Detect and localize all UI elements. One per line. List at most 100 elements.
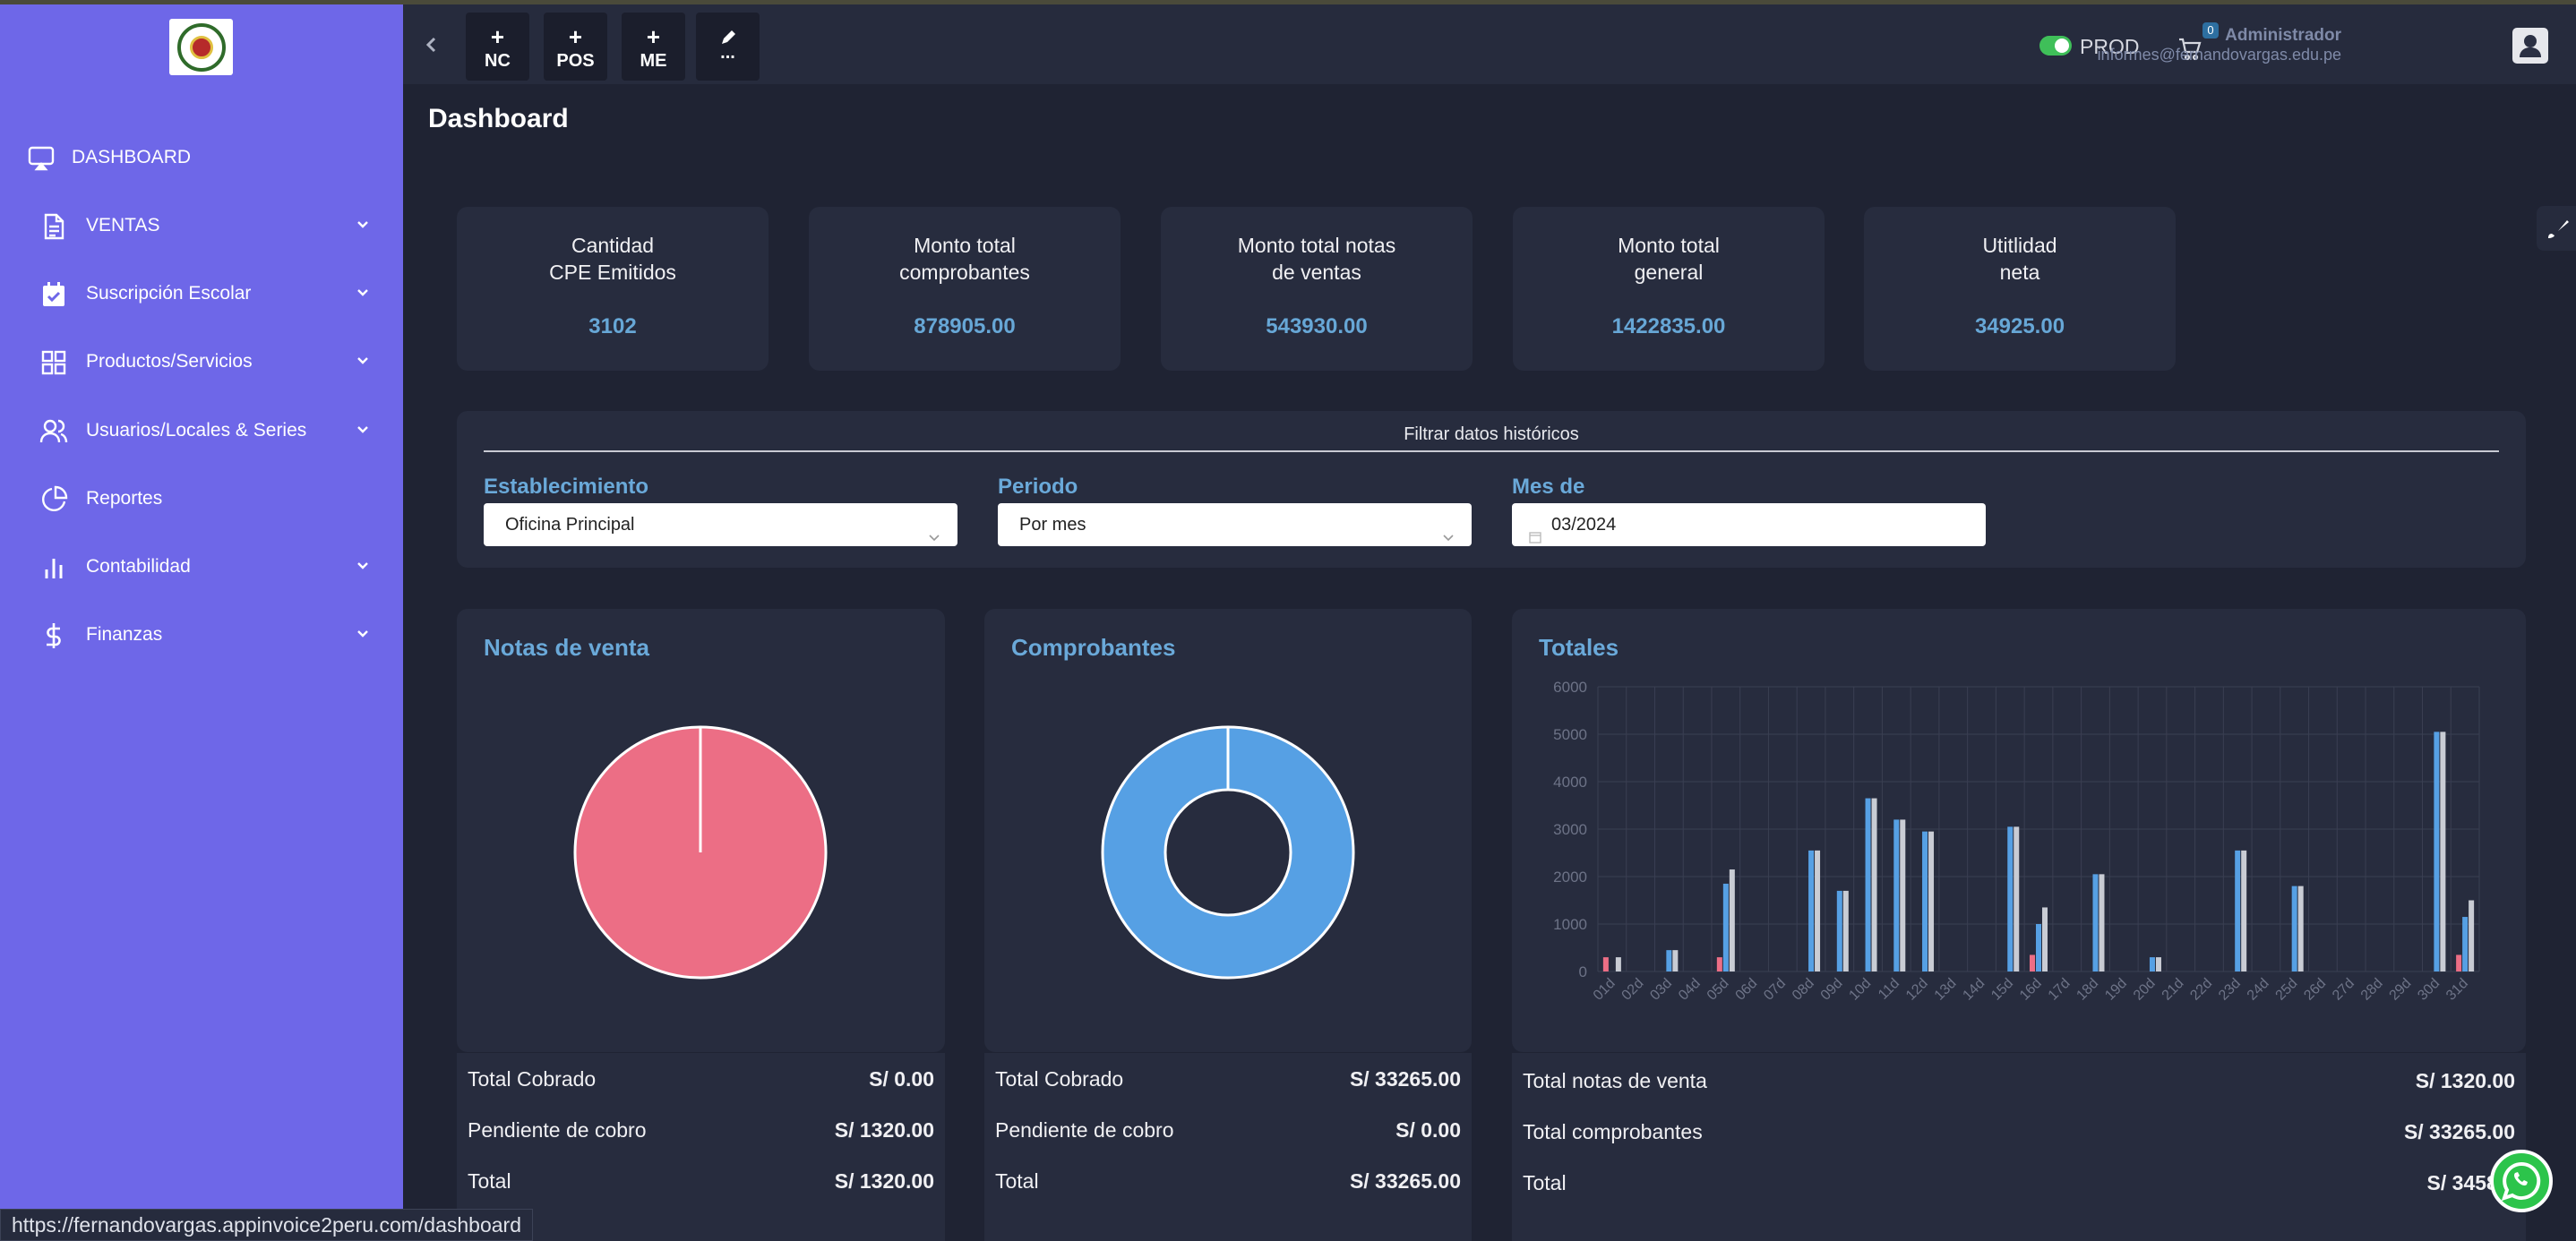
sidebar-item-ventas[interactable]: VENTAS (0, 199, 403, 252)
x-tick-label: 15d (1988, 976, 2016, 1004)
x-tick-label: 17d (2046, 976, 2074, 1004)
button-label: POS (556, 51, 595, 71)
summary-row: Total S/ 33265.00 (984, 1155, 1472, 1205)
button-label: ME (640, 51, 667, 71)
bar (2030, 954, 2035, 971)
x-tick-label: 14d (1960, 976, 1988, 1004)
bar (2099, 874, 2105, 971)
stat-value: 34925.00 (1974, 314, 2065, 338)
notas-venta-pie-chart (573, 725, 828, 980)
panel-title: Notas de venta (484, 634, 649, 661)
sidebar-item-suscripcion[interactable]: Suscripción Escolar (0, 267, 403, 321)
periodo-label: Periodo (998, 475, 1078, 499)
summary-row: Total S/ 34585. (1512, 1157, 2526, 1207)
chevron-down-icon (355, 558, 371, 574)
new-me-button[interactable]: + ME (622, 13, 685, 81)
stat-label-line2: neta (1999, 261, 2040, 284)
stat-label-line2: general (1634, 261, 1704, 284)
x-tick-label: 31d (2443, 976, 2471, 1004)
x-tick-label: 04d (1676, 976, 1704, 1004)
bar (1900, 819, 1906, 971)
sidebar-item-reportes[interactable]: Reportes (0, 472, 403, 526)
bar (2155, 957, 2161, 971)
brush-icon (2548, 220, 2569, 238)
stat-label-line1: Monto total notas (1237, 234, 1396, 257)
summary-label: Total Cobrado (468, 1067, 597, 1091)
stat-card-utilidad-neta: Utitlidad neta 34925.00 (1864, 207, 2176, 371)
theme-settings-button[interactable] (2537, 206, 2576, 251)
sidebar-item-productos[interactable]: Productos/Servicios (0, 335, 403, 389)
x-tick-label: 01d (1591, 976, 1619, 1004)
x-tick-label: 22d (2187, 976, 2215, 1004)
new-pos-button[interactable]: + POS (544, 13, 607, 81)
establecimiento-select[interactable]: Oficina Principal (484, 503, 957, 546)
chevron-left-icon[interactable] (421, 31, 442, 58)
summary-value: S/ 1320.00 (834, 1118, 934, 1142)
sidebar: DASHBOARD VENTAS Suscripción Escolar Pro… (0, 4, 403, 1241)
summary-value: S/ 0.00 (1395, 1118, 1461, 1142)
summary-label: Total notas de venta (1523, 1069, 1707, 1092)
x-tick-label: 27d (2330, 976, 2357, 1004)
users-icon (39, 417, 68, 446)
environment-toggle[interactable] (2039, 36, 2072, 56)
summary-row: Total notas de venta S/ 1320.00 (1512, 1055, 2526, 1105)
user-avatar[interactable] (2512, 28, 2548, 64)
bar (1836, 890, 1842, 971)
periodo-select[interactable]: Por mes (998, 503, 1472, 546)
comprobantes-panel: Comprobantes (984, 609, 1472, 1052)
doughnut-hole (1163, 788, 1292, 917)
cart-icon[interactable] (2177, 35, 2203, 62)
x-tick-label: 30d (2415, 976, 2443, 1004)
bar (1602, 957, 1609, 971)
chevron-down-icon (355, 217, 371, 233)
bar (1808, 850, 1815, 971)
sidebar-item-usuarios[interactable]: Usuarios/Locales & Series (0, 404, 403, 458)
summary-label: Pendiente de cobro (468, 1118, 647, 1142)
calendar-icon (1528, 518, 1542, 543)
mes-date-picker[interactable]: 03/2024 (1512, 503, 1986, 546)
whatsapp-button[interactable] (2490, 1150, 2553, 1212)
bar (1842, 890, 1849, 971)
whatsapp-icon (2501, 1161, 2541, 1202)
mes-value: 03/2024 (1551, 515, 1617, 535)
establecimiento-label: Establecimiento (484, 475, 649, 499)
x-tick-label: 20d (2131, 976, 2159, 1004)
sidebar-item-dashboard[interactable]: DASHBOARD (0, 131, 403, 184)
bar (1672, 950, 1679, 971)
summary-value: S/ 0.00 (869, 1067, 934, 1091)
sidebar-item-label: Contabilidad (86, 556, 191, 577)
stat-label-line2: CPE Emitidos (549, 261, 676, 284)
cart-count-badge: 0 (2202, 22, 2219, 39)
more-actions-button[interactable]: ... (696, 13, 760, 81)
chevron-down-icon (1441, 518, 1455, 542)
summary-label: Total (1523, 1171, 1567, 1194)
user-name: Administrador (2225, 26, 2341, 45)
x-tick-label: 24d (2245, 976, 2272, 1004)
bar (2092, 874, 2099, 971)
sidebar-item-label: VENTAS (86, 215, 160, 235)
stat-value: 1422835.00 (1611, 314, 1726, 338)
x-tick-label: 08d (1790, 976, 1817, 1004)
sidebar-item-finanzas[interactable]: Finanzas (0, 608, 403, 662)
bar (1928, 831, 1935, 971)
stat-label-line1: Cantidad (571, 234, 655, 257)
y-tick-label: 5000 (1553, 726, 1587, 743)
sidebar-item-contabilidad[interactable]: Contabilidad (0, 540, 403, 594)
new-nc-button[interactable]: + NC (466, 13, 529, 81)
x-tick-label: 06d (1733, 976, 1761, 1004)
filter-title: Filtrar datos históricos (1404, 424, 1579, 444)
environment-label: PROD (2080, 35, 2140, 58)
stat-card-monto-general: Monto total general 1422835.00 (1513, 207, 1825, 371)
x-tick-label: 21d (2160, 976, 2187, 1004)
bar (1716, 957, 1722, 971)
mes-label: Mes de (1512, 475, 1585, 499)
y-tick-label: 6000 (1553, 679, 1587, 696)
stat-label-line2: de ventas (1272, 261, 1361, 284)
sidebar-item-label: DASHBOARD (72, 147, 192, 167)
summary-label: Total Cobrado (995, 1067, 1124, 1091)
x-tick-label: 12d (1903, 976, 1931, 1004)
school-logo[interactable] (169, 19, 233, 75)
y-tick-label: 2000 (1553, 869, 1587, 886)
bar (2014, 826, 2020, 971)
summary-value: S/ 1320.00 (2415, 1069, 2515, 1092)
